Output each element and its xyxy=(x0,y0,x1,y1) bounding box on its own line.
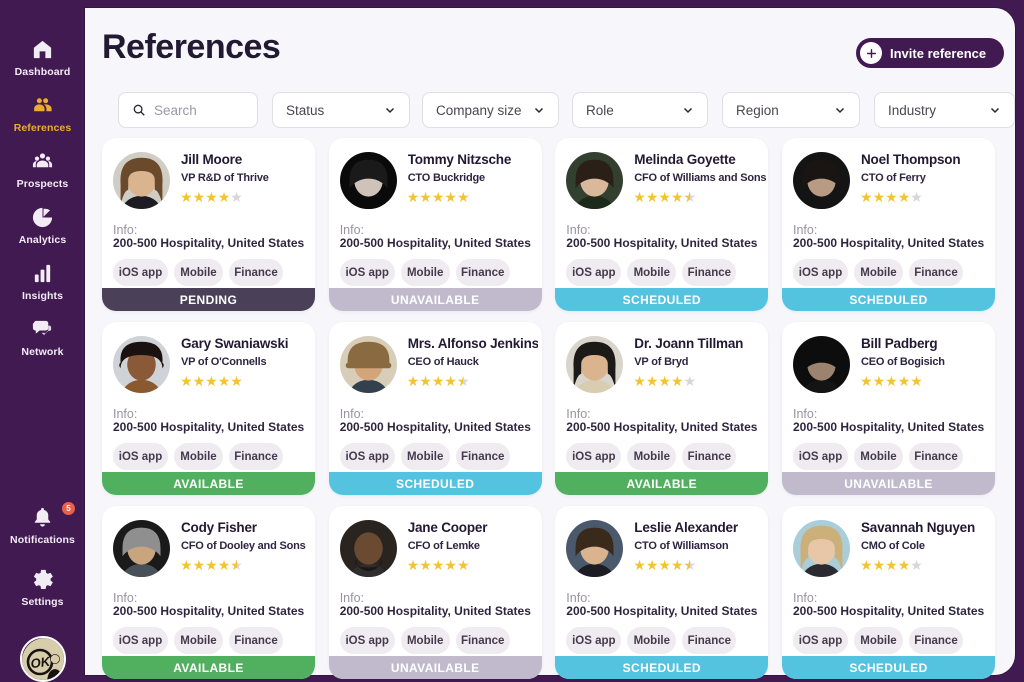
svg-text:OK: OK xyxy=(29,653,52,671)
